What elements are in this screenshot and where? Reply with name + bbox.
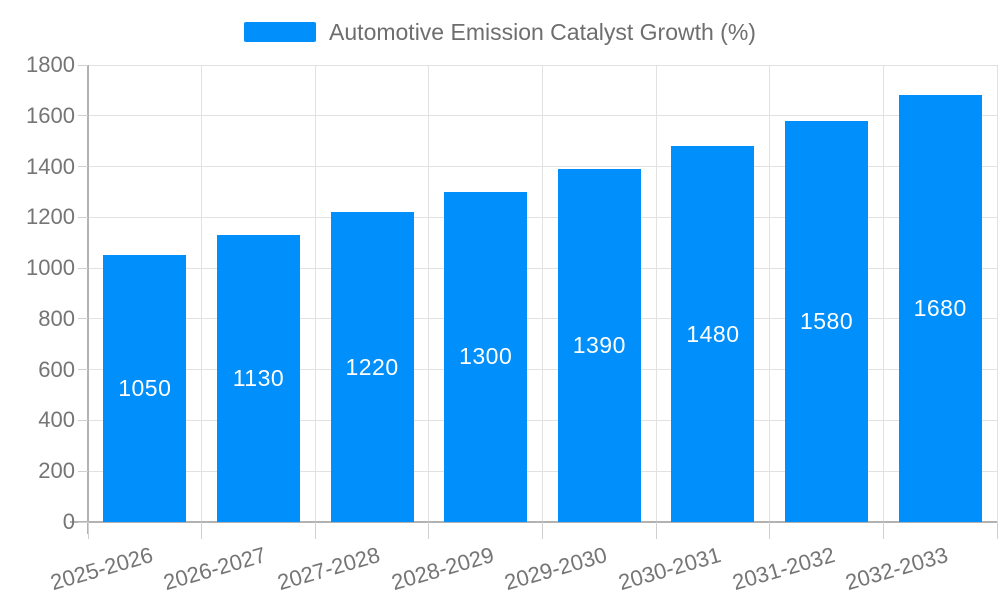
bar-2026-2027[interactable]: 1130 xyxy=(216,235,300,522)
legend-marker-swatch[interactable] xyxy=(244,22,317,42)
legend-label[interactable]: Automotive Emission Catalyst Growth (%) xyxy=(329,18,756,45)
bar-value-label: 1220 xyxy=(345,353,399,380)
x-axis-tick-mark xyxy=(314,522,316,539)
y-axis-tick-mark xyxy=(78,521,88,523)
bar-value-label: 1580 xyxy=(799,307,854,334)
y-axis-tick-mark xyxy=(78,318,88,320)
y-axis-line xyxy=(87,65,89,534)
bar-value-label: 1680 xyxy=(913,295,967,322)
y-axis-tick-label: 1000 xyxy=(26,255,75,281)
gridline-vertical xyxy=(655,65,657,522)
bar-2029-2030[interactable]: 1390 xyxy=(557,169,641,522)
y-axis-tick-mark xyxy=(78,216,88,218)
y-axis-tick-label: 600 xyxy=(38,356,75,382)
y-axis-tick-label: 1200 xyxy=(26,204,75,230)
bar-2025-2026[interactable]: 1050 xyxy=(103,255,187,522)
x-axis-tick-mark xyxy=(769,522,771,539)
y-axis-tick-mark xyxy=(78,64,88,66)
y-axis-tick-label: 1600 xyxy=(26,102,75,128)
y-axis-tick-mark xyxy=(78,369,88,371)
bar-2028-2029[interactable]: 1300 xyxy=(444,191,528,522)
x-axis-line xyxy=(70,521,997,523)
y-axis-tick-label: 200 xyxy=(38,458,75,484)
y-axis-tick-label: 1800 xyxy=(26,52,75,77)
gridline-vertical xyxy=(542,65,543,522)
y-axis-tick-label: 800 xyxy=(38,305,75,331)
x-axis-tick-mark xyxy=(87,522,89,539)
y-axis-tick-mark xyxy=(78,267,88,269)
bar-value-label: 1050 xyxy=(118,375,172,402)
gridline-vertical xyxy=(428,65,430,522)
y-axis-tick-label: 0 xyxy=(62,509,75,534)
gridline-vertical xyxy=(769,65,771,522)
bar-value-label: 1390 xyxy=(572,332,626,359)
y-axis-tick-label: 1400 xyxy=(26,153,75,179)
chart-legend: Automotive Emission Catalyst Growth (%) xyxy=(0,18,1000,46)
bar-value-label: 1300 xyxy=(459,343,513,370)
y-axis-tick-mark xyxy=(78,115,88,117)
gridline-vertical xyxy=(201,65,203,522)
x-axis-tick-mark xyxy=(655,522,657,539)
bar-2031-2032[interactable]: 1580 xyxy=(785,120,869,522)
gridline-vertical xyxy=(882,65,884,522)
bar-value-label: 1480 xyxy=(686,320,740,347)
x-axis-tick-mark xyxy=(882,522,884,539)
y-axis-tick-mark xyxy=(78,166,88,168)
bar-2027-2028[interactable]: 1220 xyxy=(330,212,414,522)
y-axis-tick-mark xyxy=(78,419,88,421)
x-axis-tick-mark xyxy=(542,522,543,539)
x-axis-tick-mark xyxy=(428,522,430,539)
plot-area: 1050 1130 1220 1300 1390 1480 1580 1680 xyxy=(70,64,998,534)
gridline-vertical xyxy=(314,65,316,522)
bar-value-label: 1130 xyxy=(232,365,285,392)
gridline-vertical xyxy=(996,65,998,522)
x-axis-tick-mark xyxy=(201,522,203,539)
y-axis-tick-label: 400 xyxy=(38,407,75,433)
y-axis-tick-mark xyxy=(78,470,88,472)
x-axis-tick-mark xyxy=(996,522,998,539)
bar-2032-2033[interactable]: 1680 xyxy=(898,95,982,522)
bar-2030-2031[interactable]: 1480 xyxy=(671,146,755,522)
